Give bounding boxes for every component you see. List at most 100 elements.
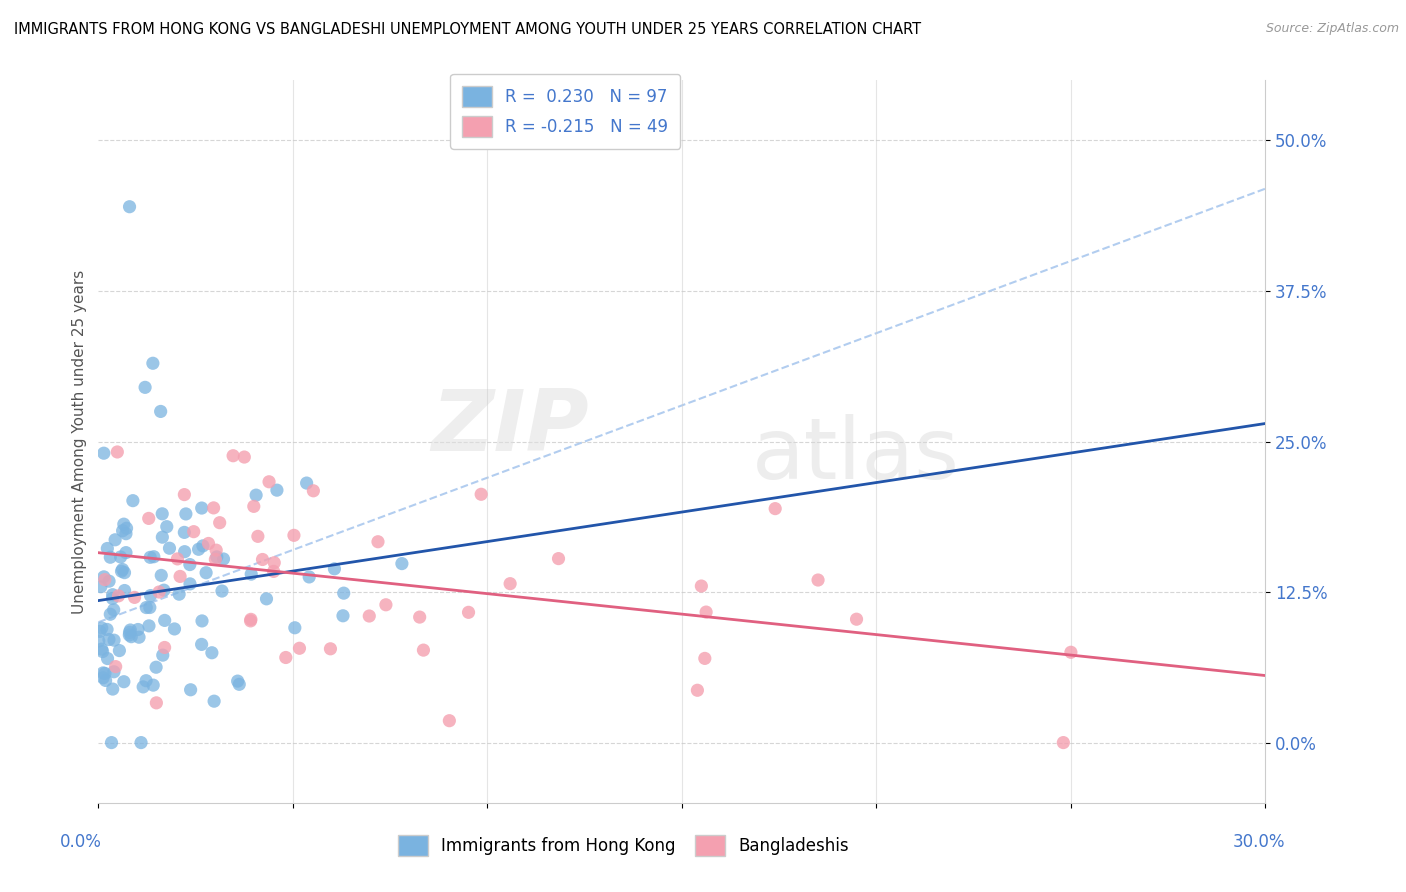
Point — [156, 519, 179, 533]
Point — [374, 598, 396, 612]
Point — [190, 637, 212, 651]
Point — [96, 623, 118, 637]
Text: atlas: atlas — [752, 415, 960, 498]
Point — [114, 566, 136, 580]
Point — [101, 591, 124, 606]
Point — [1052, 735, 1074, 749]
Point — [120, 630, 142, 644]
Point — [104, 659, 127, 673]
Point — [97, 632, 120, 647]
Point — [439, 714, 461, 728]
Point — [142, 549, 165, 564]
Point — [212, 552, 235, 566]
Point — [118, 625, 141, 640]
Point — [319, 641, 342, 656]
Point — [408, 610, 430, 624]
Point — [332, 608, 354, 623]
Point — [191, 539, 214, 553]
Point — [845, 612, 868, 626]
Point — [93, 570, 115, 584]
Point — [145, 696, 167, 710]
Point — [201, 646, 224, 660]
Point — [115, 546, 138, 560]
Point — [89, 624, 111, 639]
Point — [274, 650, 297, 665]
Point — [87, 634, 110, 648]
Point — [114, 583, 136, 598]
Point — [191, 614, 214, 628]
Point — [239, 614, 262, 628]
Point — [288, 641, 311, 656]
Text: Source: ZipAtlas.com: Source: ZipAtlas.com — [1265, 22, 1399, 36]
Point — [112, 674, 135, 689]
Point — [91, 665, 114, 680]
Point — [118, 200, 141, 214]
Point — [142, 678, 165, 692]
Point — [135, 673, 157, 688]
Point — [359, 609, 381, 624]
Point — [112, 517, 135, 532]
Point — [96, 541, 118, 556]
Point — [763, 501, 786, 516]
Point — [150, 507, 173, 521]
Point — [204, 552, 226, 566]
Point — [173, 525, 195, 540]
Point — [695, 605, 717, 619]
Point — [166, 552, 188, 566]
Point — [153, 583, 176, 598]
Text: 0.0%: 0.0% — [59, 833, 101, 851]
Point — [145, 660, 167, 674]
Point — [142, 356, 165, 370]
Point — [323, 562, 346, 576]
Point — [263, 565, 285, 579]
Point — [111, 562, 134, 576]
Point — [98, 607, 121, 622]
Point — [243, 500, 266, 514]
Point — [226, 674, 249, 689]
Point — [197, 536, 219, 550]
Point — [211, 584, 233, 599]
Point — [159, 541, 181, 556]
Point — [179, 558, 201, 572]
Point — [107, 589, 129, 603]
Point — [180, 682, 202, 697]
Text: 30.0%: 30.0% — [1232, 833, 1285, 851]
Point — [105, 445, 128, 459]
Point — [367, 534, 389, 549]
Text: IMMIGRANTS FROM HONG KONG VS BANGLADESHI UNEMPLOYMENT AMONG YOUTH UNDER 25 YEARS: IMMIGRANTS FROM HONG KONG VS BANGLADESHI… — [14, 22, 921, 37]
Point — [239, 612, 262, 626]
Point — [183, 524, 205, 539]
Point — [187, 542, 209, 557]
Point — [124, 591, 146, 605]
Point — [138, 619, 160, 633]
Point — [90, 621, 112, 635]
Point — [150, 568, 173, 582]
Point — [122, 493, 145, 508]
Point — [103, 633, 125, 648]
Point — [149, 404, 172, 418]
Point — [263, 556, 285, 570]
Point — [98, 574, 121, 589]
Point — [470, 487, 492, 501]
Point — [148, 585, 170, 599]
Point — [153, 614, 176, 628]
Point — [127, 623, 149, 637]
Point — [412, 643, 434, 657]
Point — [100, 735, 122, 749]
Point — [90, 642, 112, 657]
Point — [101, 588, 124, 602]
Point — [111, 524, 134, 538]
Point — [233, 450, 256, 464]
Point — [298, 570, 321, 584]
Point — [208, 516, 231, 530]
Text: ZIP: ZIP — [430, 385, 589, 468]
Point — [110, 549, 132, 564]
Legend: Immigrants from Hong Kong, Bangladeshis: Immigrants from Hong Kong, Bangladeshis — [391, 829, 856, 863]
Point — [295, 476, 318, 491]
Point — [163, 622, 186, 636]
Point — [284, 621, 307, 635]
Point — [195, 566, 218, 580]
Point — [807, 573, 830, 587]
Point — [283, 528, 305, 542]
Point — [98, 550, 121, 565]
